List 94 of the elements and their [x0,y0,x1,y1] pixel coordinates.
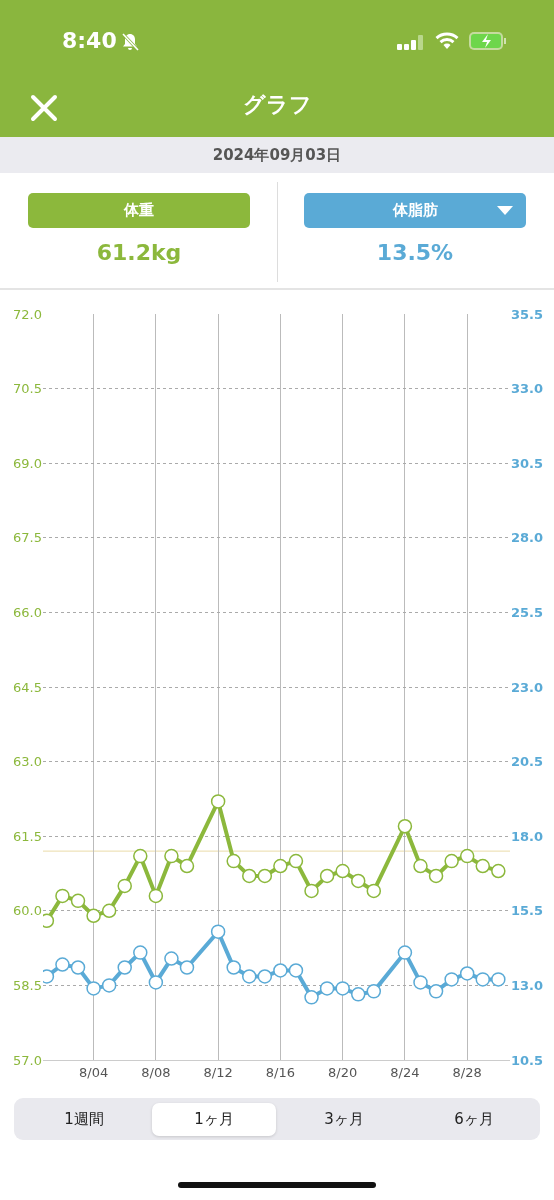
text: 13.5% [375,240,455,265]
point [148,975,164,990]
y2-tick-label: 10.5 [511,1052,544,1068]
point [86,908,101,924]
y2-tick-label: 18.0 [511,828,544,844]
point [133,945,148,960]
point [70,893,86,909]
point [226,960,241,975]
point [226,853,241,869]
y2-tick-label: 15.5 [511,903,544,919]
point [70,960,86,975]
point [459,848,475,864]
point [413,975,428,990]
y-tick-label: 66.0 [13,604,42,620]
x-tick-label: 8/04 [78,1064,109,1080]
y-tick-label: 70.5 [13,381,42,397]
point [148,888,164,904]
point [86,981,101,996]
y-tick-label: 58.5 [13,977,42,993]
point [242,868,257,884]
point [366,883,382,899]
point [413,858,428,874]
y-tick-label: 67.5 [13,530,42,546]
text: 3ヶ月 [323,1109,365,1130]
y-tick-label: 63.0 [13,754,42,770]
text: 体重 [28,193,250,228]
text: 1ヶ月 [152,1103,276,1136]
x-tick-label: 8/28 [452,1064,482,1080]
chart-title: グラフ [241,91,313,119]
y2-tick-label: 30.5 [511,455,544,471]
point [350,987,366,1002]
point [428,868,444,884]
text: 8:40 [62,28,117,53]
y-tick-label: 69.0 [13,455,42,471]
text: 体脂肪 [304,193,526,228]
y-tick-label: 64.5 [13,679,42,695]
x-tick-label: 8/08 [141,1064,171,1080]
point [366,984,382,999]
y-tick-label: 60.0 [13,903,42,919]
y-tick-label: 61.5 [13,828,42,844]
y2-tick-label: 28.0 [511,530,544,546]
y2-tick-label: 20.5 [511,754,544,770]
point [288,963,304,978]
point [397,819,413,834]
point [491,972,506,987]
point [179,960,195,975]
y2-tick-label: 23.0 [511,679,544,695]
point [164,951,179,966]
point [475,858,491,874]
point [475,972,491,987]
point [257,969,273,984]
text: 6ヶ月 [453,1109,495,1130]
point [210,924,226,939]
y-tick-label: 72.0 [13,306,42,322]
point [335,981,350,996]
point [133,848,148,864]
y2-tick-label: 25.5 [511,604,544,620]
point [335,863,350,879]
point [210,794,226,809]
point [117,960,132,975]
point [164,848,179,864]
point [55,888,70,904]
y2-tick-label: 35.5 [511,306,544,322]
chart-subtitle: 2024年09月03日 [0,137,554,173]
x-tick-label: 8/20 [328,1064,358,1080]
text: 61.2kg [95,240,183,265]
point [101,978,117,993]
point [319,868,335,884]
point [117,878,132,894]
point [444,972,459,987]
point [304,883,319,899]
text: 1週間 [63,1109,105,1130]
point [273,858,288,874]
point [428,984,444,999]
point [55,957,70,972]
y-tick-label: 57.0 [13,1052,42,1068]
point [257,868,273,884]
point [179,858,195,874]
y2-tick-label: 13.0 [511,977,544,993]
point [273,963,288,978]
point [491,863,506,879]
point [242,969,257,984]
point [304,990,319,1005]
point [350,873,366,889]
y2-tick-label: 33.0 [511,381,544,397]
x-tick-label: 8/16 [265,1064,295,1080]
x-tick-label: 8/12 [203,1064,233,1080]
point [101,903,117,919]
x-tick-label: 8/24 [390,1064,420,1080]
point [288,853,304,869]
point [459,966,475,981]
point [444,853,459,869]
point [397,945,413,960]
point [319,981,335,996]
